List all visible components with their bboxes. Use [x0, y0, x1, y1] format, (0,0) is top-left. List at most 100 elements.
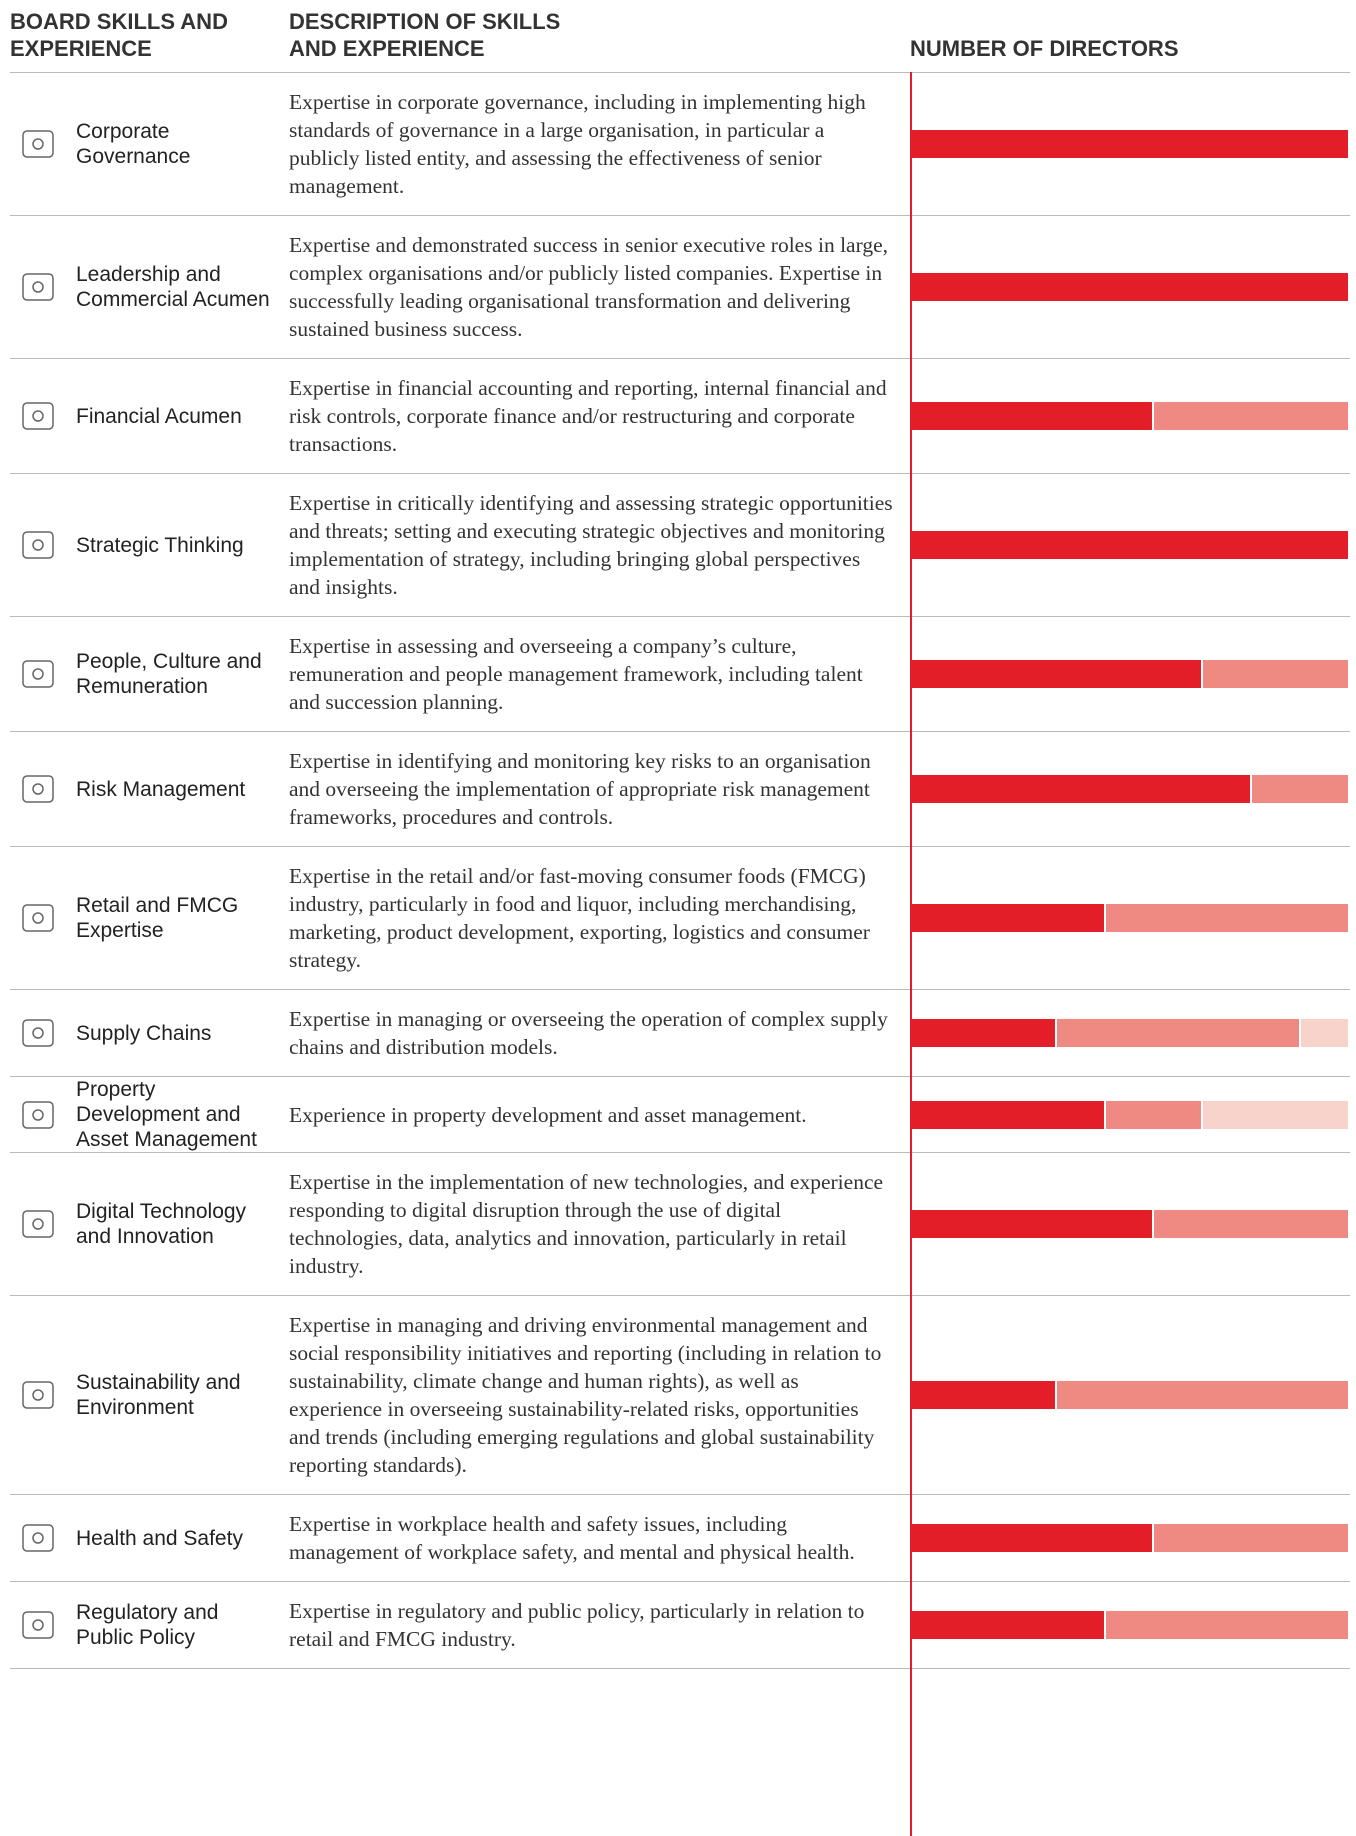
skill-row: Strategic Thinking Expertise in criticall… — [10, 474, 1350, 617]
bar-segment — [910, 904, 1106, 932]
icon-graphic — [22, 775, 54, 803]
bar — [910, 660, 1350, 688]
bar-segment — [910, 660, 1204, 688]
bar — [910, 273, 1350, 301]
icon-graphic — [22, 531, 54, 559]
bar-segment — [910, 273, 1350, 301]
icon-graphic — [22, 1019, 54, 1047]
header-skills: BOARD SKILLS AND EXPERIENCE — [10, 9, 228, 61]
bar-segment — [1203, 1100, 1350, 1129]
bar — [910, 1611, 1350, 1639]
skill-name: Leadership and Commercial Acumen — [76, 263, 270, 311]
bar-segment — [910, 1210, 1155, 1238]
skill-description: Expertise in regulatory and public polic… — [289, 1599, 865, 1651]
skill-name: Retail and FMCG Expertise — [76, 894, 239, 942]
skill-description: Expertise in the implementation of new t… — [289, 1170, 884, 1278]
skill-icon — [10, 1204, 66, 1244]
bar-segment — [1056, 1381, 1350, 1409]
bar-segment — [1154, 1210, 1350, 1238]
bar — [910, 402, 1350, 430]
skill-icon — [10, 1375, 66, 1415]
icon-graphic — [22, 904, 54, 932]
bar-segment — [1154, 402, 1350, 430]
bar-segment — [1301, 1019, 1350, 1047]
skill-name: People, Culture and Remuneration — [76, 650, 262, 698]
bar — [910, 1381, 1350, 1409]
skill-name: Strategic Thinking — [76, 533, 244, 557]
skill-description: Expertise in assessing and overseeing a … — [289, 634, 863, 714]
bar-segment — [910, 531, 1350, 559]
skill-row: Property Development and Asset Managemen… — [10, 1077, 1350, 1153]
bar — [910, 904, 1350, 932]
skill-description: Expertise in managing and driving enviro… — [289, 1313, 882, 1477]
skill-row: Digital Technology and Innovation Experti… — [10, 1153, 1350, 1296]
skill-icon — [10, 654, 66, 694]
skill-row: Regulatory and Public Policy Expertise in… — [10, 1582, 1350, 1669]
bar — [910, 531, 1350, 559]
skill-description: Expertise in the retail and/or fast-movi… — [289, 864, 870, 972]
skill-icon — [10, 124, 66, 164]
bar-segment — [1105, 1611, 1350, 1639]
axis-line — [910, 72, 912, 1836]
icon-graphic — [22, 660, 54, 688]
bar — [910, 775, 1350, 803]
bar-segment — [1105, 1100, 1204, 1129]
skill-name: Corporate Governance — [76, 120, 191, 168]
skill-description: Expertise in financial accounting and re… — [289, 376, 887, 456]
bar — [910, 1100, 1350, 1129]
bar-segment — [1056, 1019, 1302, 1047]
icon-graphic — [22, 130, 54, 158]
header-description: DESCRIPTION OF SKILLS AND EXPERIENCE — [289, 9, 561, 61]
skill-name: Supply Chains — [76, 1021, 212, 1045]
icon-graphic — [22, 1210, 54, 1238]
skill-icon — [10, 769, 66, 809]
skill-name: Health and Safety — [76, 1526, 243, 1550]
bar — [910, 1019, 1350, 1047]
skill-row: Supply Chains Expertise in managing or ov… — [10, 990, 1350, 1077]
skill-description: Expertise in critically identifying and … — [289, 491, 893, 599]
skill-name: Sustainability and Environment — [76, 1371, 241, 1419]
skill-description: Expertise in corporate governance, inclu… — [289, 90, 866, 198]
bar-segment — [1154, 1524, 1350, 1552]
bar-segment — [910, 1524, 1155, 1552]
bar-segment — [910, 1100, 1106, 1129]
skill-row: People, Culture and Remuneration Expertis… — [10, 617, 1350, 732]
icon-graphic — [22, 1381, 54, 1409]
skill-row: Health and Safety Expertise in workplace … — [10, 1495, 1350, 1582]
skill-icon — [10, 1605, 66, 1645]
skill-row: Risk Management Expertise in identifying … — [10, 732, 1350, 847]
bar-segment — [1105, 904, 1350, 932]
icon-graphic — [22, 1524, 54, 1552]
skills-table: Corporate Governance Expertise in corpora… — [10, 72, 1350, 1669]
bar-segment — [1252, 775, 1350, 803]
skill-icon — [10, 1518, 66, 1558]
skill-icon — [10, 525, 66, 565]
bar-segment — [910, 1611, 1106, 1639]
skill-name: Property Development and Asset Managemen… — [76, 1078, 257, 1151]
bar-segment — [910, 1019, 1057, 1047]
skill-row: Leadership and Commercial Acumen Expertis… — [10, 216, 1350, 359]
icon-graphic — [22, 273, 54, 301]
skill-description: Expertise in managing or overseeing the … — [289, 1007, 888, 1059]
bar-segment — [1203, 660, 1350, 688]
bar-segment — [910, 775, 1253, 803]
skill-description: Expertise in identifying and monitoring … — [289, 749, 871, 829]
header-directors: NUMBER OF DIRECTORS — [910, 36, 1179, 61]
icon-graphic — [22, 1100, 54, 1129]
skill-description: Experience in property development and a… — [289, 1102, 807, 1127]
bar — [910, 1524, 1350, 1552]
bar-segment — [910, 1381, 1057, 1409]
skill-icon — [10, 1013, 66, 1053]
skill-name: Regulatory and Public Policy — [76, 1601, 219, 1649]
bar — [910, 1210, 1350, 1238]
skill-row: Financial Acumen Expertise in financial a… — [10, 359, 1350, 474]
bar — [910, 130, 1350, 158]
skill-icon — [10, 1095, 66, 1135]
skill-icon — [10, 267, 66, 307]
skill-description: Expertise and demonstrated success in se… — [289, 233, 889, 341]
skill-icon — [10, 898, 66, 938]
icon-graphic — [22, 402, 54, 430]
skill-name: Financial Acumen — [76, 404, 242, 428]
skill-row: Sustainability and Environment Expertise … — [10, 1296, 1350, 1495]
skill-row: Retail and FMCG Expertise Expertise in th… — [10, 847, 1350, 990]
